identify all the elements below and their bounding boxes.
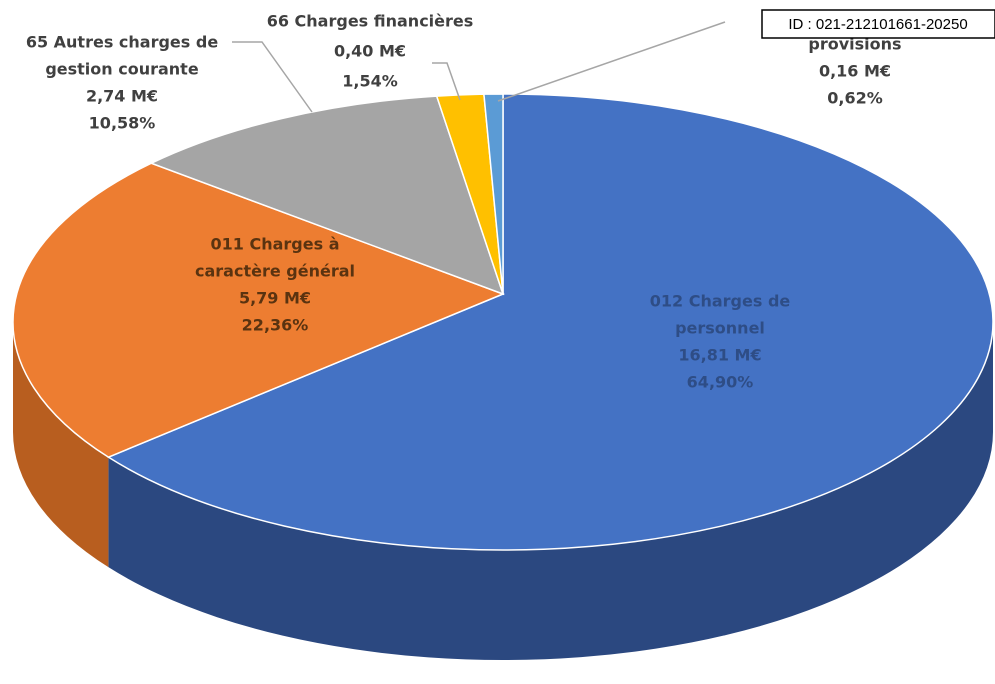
pie-slice: [106, 93, 994, 551]
pie-side: [108, 322, 993, 660]
percent-label: 1,54%: [342, 72, 398, 91]
pie-tops: [12, 93, 994, 551]
slice-label: personnel: [675, 319, 765, 338]
amount-label: 5,79 M€: [239, 289, 311, 308]
pie-slice: [483, 93, 504, 295]
slice-label: 012 Charges de: [650, 292, 791, 311]
pie-sides: [13, 322, 993, 660]
amount-label: 0,16 M€: [819, 62, 891, 81]
pie-side: [13, 322, 109, 568]
slice-label: 65 Autres charges de: [26, 33, 219, 52]
slice-label: 011 Charges à: [211, 235, 340, 254]
leader-line: [232, 41, 313, 113]
slice-label: 66 Charges financières: [267, 12, 474, 31]
leader-line: [432, 62, 461, 101]
stamp-frame: [761, 9, 995, 39]
amount-label: 2,74 M€: [86, 87, 158, 106]
slice-label: caractère général: [195, 262, 355, 281]
percent-label: 64,90%: [687, 373, 754, 392]
amount-label: 0,40 M€: [334, 42, 406, 61]
percent-label: 10,58%: [89, 114, 156, 133]
percent-label: 0,62%: [827, 89, 883, 108]
stamp-box: ID : 021-212101661-20250: [761, 9, 995, 39]
leader-line: [497, 21, 726, 102]
stamp-text: ID : 021-212101661-20250: [788, 16, 967, 33]
pie-slice: [149, 95, 505, 296]
slice-label: provisions: [808, 35, 901, 54]
slice-label: gestion courante: [45, 60, 199, 79]
percent-label: 22,36%: [242, 316, 309, 335]
amount-label: 16,81 M€: [678, 346, 761, 365]
pie-slice: [12, 162, 506, 459]
